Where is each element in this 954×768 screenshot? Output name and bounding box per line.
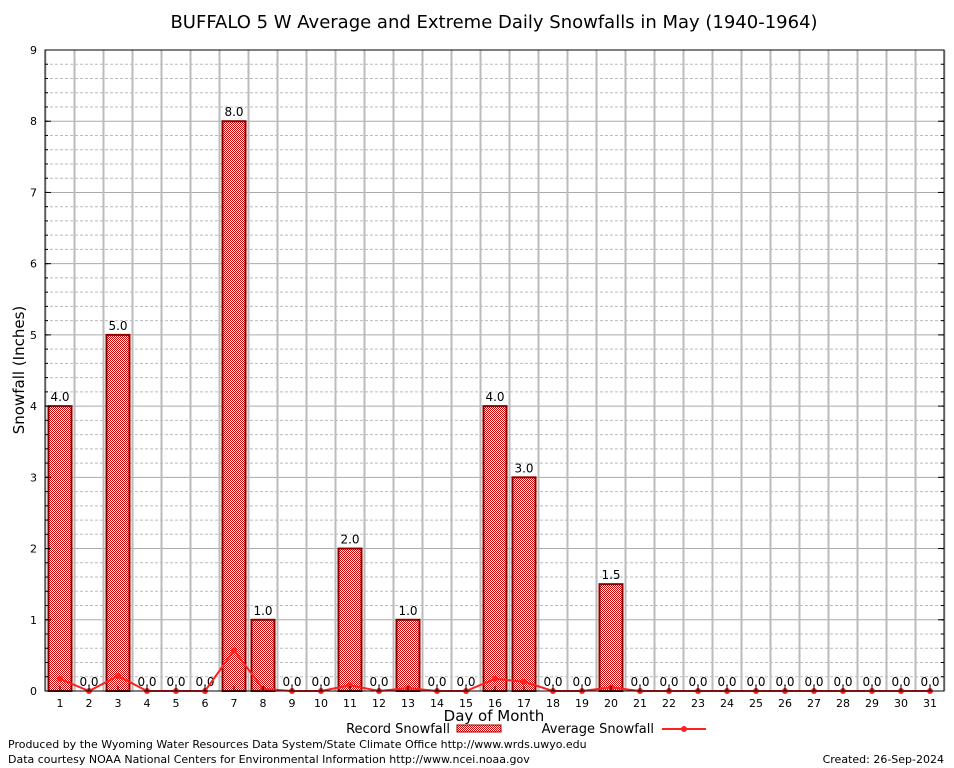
y-tick-label: 2 [30, 543, 37, 556]
x-tick-label: 24 [720, 697, 734, 710]
y-tick-label: 4 [30, 400, 37, 413]
footer-produced: Produced by the Wyoming Water Resources … [8, 738, 587, 751]
x-tick-label: 22 [662, 697, 676, 710]
y-tick-label: 6 [30, 258, 37, 271]
bar-label: 0.0 [166, 675, 185, 689]
x-tick-label: 3 [115, 697, 122, 710]
bar-label: 0.0 [572, 675, 591, 689]
bar-label: 0.0 [804, 675, 823, 689]
x-tick-label: 11 [343, 697, 357, 710]
bar-label: 0.0 [311, 675, 330, 689]
y-tick-label: 0 [30, 685, 37, 698]
y-tick-label: 1 [30, 614, 37, 627]
x-tick-label: 7 [231, 697, 238, 710]
average-point [115, 673, 121, 680]
bar-label: 0.0 [920, 675, 939, 689]
x-tick-label: 26 [778, 697, 792, 710]
bar-label: 0.0 [891, 675, 910, 689]
bar-label: 8.0 [224, 105, 243, 119]
x-tick-label: 23 [691, 697, 705, 710]
bar-label: 3.0 [514, 461, 533, 475]
x-tick-label: 25 [749, 697, 763, 710]
bar-label: 5.0 [108, 319, 127, 333]
bar-label: 0.0 [862, 675, 881, 689]
y-axis-label: Snowfall (Inches) [10, 306, 28, 434]
x-tick-label: 21 [633, 697, 647, 710]
bar-label: 0.0 [688, 675, 707, 689]
bar-day-17 [511, 476, 537, 693]
bar-label: 0.0 [630, 675, 649, 689]
legend-record-label: Record Snowfall [346, 722, 450, 737]
x-tick-label: 12 [372, 697, 386, 710]
x-tick-label: 9 [289, 697, 296, 710]
bar-day-11 [337, 547, 363, 692]
bar-label: 0.0 [282, 675, 301, 689]
bar-day-13 [395, 618, 421, 692]
bar-label: 4.0 [50, 390, 69, 404]
average-point [347, 682, 353, 689]
x-tick-label: 13 [401, 697, 415, 710]
y-tick-label: 8 [30, 115, 37, 128]
x-tick-label: 29 [865, 697, 879, 710]
x-tick-label: 17 [517, 697, 531, 710]
legend-average-marker [681, 726, 687, 732]
bar-day-3 [105, 333, 131, 692]
y-tick-label: 5 [30, 329, 37, 342]
y-tick-label: 9 [30, 44, 37, 57]
y-tick-label: 3 [30, 471, 37, 484]
bar-label: 0.0 [746, 675, 765, 689]
x-tick-label: 10 [314, 697, 328, 710]
average-point [231, 647, 237, 654]
bar-label: 0.0 [427, 675, 446, 689]
bar-day-20 [598, 583, 624, 693]
x-axis-label: Day of Month [444, 707, 545, 725]
footer-courtesy: Data courtesy NOAA National Centers for … [8, 753, 530, 766]
bar-label: 2.0 [340, 533, 359, 547]
footer-created: Created: 26-Sep-2024 [823, 753, 944, 766]
x-tick-label: 8 [260, 697, 267, 710]
bar-label: 0.0 [543, 675, 562, 689]
average-point [57, 675, 63, 682]
x-tick-label: 27 [807, 697, 821, 710]
x-tick-label: 6 [202, 697, 209, 710]
chart-title: BUFFALO 5 W Average and Extreme Daily Sn… [170, 12, 817, 33]
x-tick-label: 14 [430, 697, 444, 710]
bar-label: 0.0 [137, 675, 156, 689]
bar-day-1 [47, 405, 73, 692]
x-tick-label: 20 [604, 697, 618, 710]
x-tick-label: 2 [86, 697, 93, 710]
bar-label: 1.0 [253, 604, 272, 618]
x-tick-label: 19 [575, 697, 589, 710]
legend-average-label: Average Snowfall [542, 722, 654, 737]
y-tick-label: 7 [30, 186, 37, 199]
bar-day-8 [250, 618, 276, 692]
bar-label: 0.0 [717, 675, 736, 689]
bar-label: 0.0 [659, 675, 678, 689]
legend-record-swatch [456, 724, 502, 733]
x-tick-label: 28 [836, 697, 850, 710]
bar-label: 0.0 [79, 675, 98, 689]
x-tick-label: 4 [144, 697, 151, 710]
x-tick-label: 16 [488, 697, 502, 710]
x-tick-label: 5 [173, 697, 180, 710]
x-tick-label: 31 [923, 697, 937, 710]
x-tick-label: 15 [459, 697, 473, 710]
average-point [492, 675, 498, 682]
bar-label: 0.0 [775, 675, 794, 689]
bar-label: 0.0 [833, 675, 852, 689]
bar-label: 4.0 [485, 390, 504, 404]
bar-label: 0.0 [456, 675, 475, 689]
x-tick-label: 1 [57, 697, 64, 710]
bar-label: 1.0 [398, 604, 417, 618]
average-point [521, 678, 527, 685]
bar-day-7 [221, 120, 247, 692]
bar-label: 0.0 [369, 675, 388, 689]
x-tick-label: 18 [546, 697, 560, 710]
bar-day-16 [482, 405, 508, 692]
x-tick-label: 30 [894, 697, 908, 710]
bar-label: 1.5 [601, 568, 620, 582]
